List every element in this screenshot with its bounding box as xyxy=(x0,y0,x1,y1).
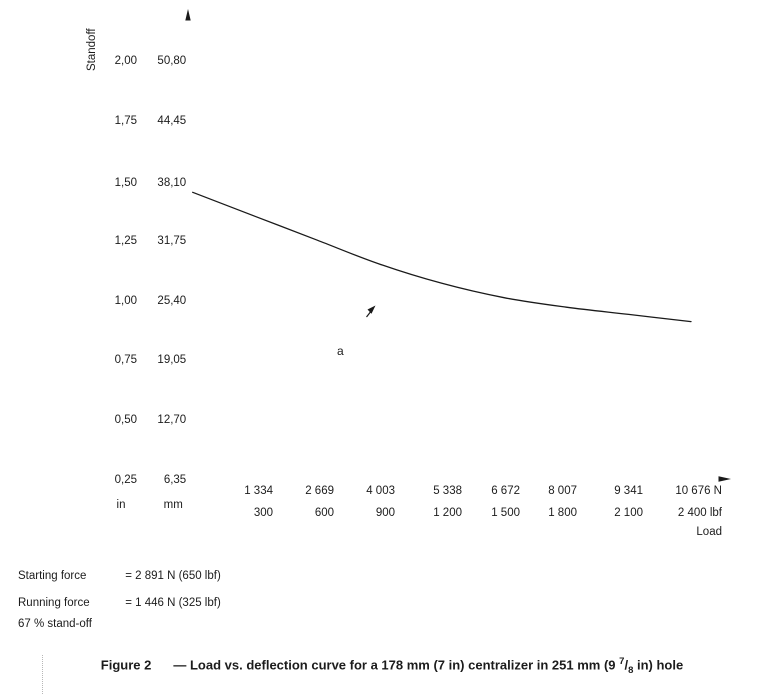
y-tick-in: 0,75 xyxy=(114,354,137,366)
y-tick-in: 1,25 xyxy=(114,235,137,247)
y-tick-mm: 12,70 xyxy=(157,414,187,426)
y-tick-row: 1,50 38,10 xyxy=(85,177,187,189)
y-tick-row: 2,00 50,80 xyxy=(85,55,187,67)
y-tick-row: 0,75 19,05 xyxy=(85,354,187,366)
x-tick-pounds: 600 xyxy=(314,507,334,519)
x-tick-pounds: 300 xyxy=(253,507,273,519)
x-tick: 6 672 1 500 xyxy=(440,480,520,524)
x-tick-newtons: 9 341 xyxy=(614,485,643,497)
y-tick-in: 1,00 xyxy=(114,295,137,307)
x-tick: 8 007 1 800 xyxy=(497,480,577,524)
y-axis-arrowhead-icon xyxy=(185,9,191,21)
y-tick-mm: 50,80 xyxy=(157,55,187,67)
page-margin-dotted-line xyxy=(42,655,43,694)
x-tick-newtons: 5 338 xyxy=(433,485,462,497)
y-tick-row: 1,75 44,45 xyxy=(85,115,187,127)
y-tick-in: 2,00 xyxy=(114,55,137,67)
note-running-force: Running force = 1 446 N (325 lbf) xyxy=(18,597,221,609)
x-tick-newtons: 6 672 xyxy=(491,485,520,497)
y-tick-mm: 44,45 xyxy=(157,115,187,127)
x-axis-title: Load xyxy=(696,526,722,538)
annotation-a-label: a xyxy=(337,344,344,358)
note-standoff-percent: 67 % stand-off xyxy=(18,618,122,630)
note-starting-force: Starting force = 2 891 N (650 lbf) xyxy=(18,570,221,582)
y-tick-mm: 31,75 xyxy=(157,235,187,247)
x-tick: 2 669 600 xyxy=(254,480,334,524)
y-tick-mm: 38,10 xyxy=(157,177,187,189)
y-axis-units: in mm xyxy=(95,499,196,511)
x-tick: 9 341 2 100 xyxy=(563,480,643,524)
figure-caption: Figure 2 — Load vs. deflection curve for … xyxy=(0,656,784,676)
x-tick-newtons: 10 676 N xyxy=(675,485,722,497)
figure-caption-text-end: in) hole xyxy=(633,657,684,673)
x-tick-pounds: 900 xyxy=(375,507,395,519)
caption-fraction-denominator: 8 xyxy=(628,664,634,676)
note-value: = 2 891 N (650 lbf) xyxy=(125,570,221,582)
y-unit-mm: mm xyxy=(163,499,183,511)
x-tick: 1 334 300 xyxy=(193,480,273,524)
note-label: Starting force xyxy=(18,570,87,582)
figure-caption-number: Figure 2 xyxy=(100,657,152,673)
figure-caption-text: — Load vs. deflection curve for a 178 mm… xyxy=(173,657,620,673)
caption-fraction-numerator: 7 xyxy=(619,656,625,667)
y-tick-mm: 6,35 xyxy=(163,474,187,486)
note-label: 67 % stand-off xyxy=(18,618,92,630)
x-tick: 4 003 900 xyxy=(315,480,395,524)
y-tick-in: 0,25 xyxy=(114,474,137,486)
x-tick-pounds: 1 500 xyxy=(491,507,520,519)
x-tick: 10 676 N 2 400 lbf xyxy=(642,480,722,524)
y-unit-in: in xyxy=(116,499,126,511)
y-tick-in: 1,50 xyxy=(114,177,137,189)
deflection-curve-path xyxy=(192,191,692,323)
x-tick-newtons: 1 334 xyxy=(244,485,273,497)
annotation-a-arrow-icon xyxy=(366,305,376,318)
caption-fraction-slash: / xyxy=(624,657,629,673)
x-tick: 5 338 1 200 xyxy=(382,480,462,524)
x-tick-newtons: 2 669 xyxy=(305,485,334,497)
y-tick-in: 0,50 xyxy=(114,414,137,426)
y-tick-in: 1,75 xyxy=(114,115,137,127)
x-tick-newtons: 8 007 xyxy=(548,485,577,497)
y-tick-mm: 25,40 xyxy=(157,295,187,307)
y-tick-row: 0,50 12,70 xyxy=(85,414,187,426)
note-value: = 1 446 N (325 lbf) xyxy=(125,597,221,609)
y-tick-mm: 19,05 xyxy=(157,354,187,366)
note-label: Running force xyxy=(18,597,90,609)
x-tick-pounds: 1 800 xyxy=(548,507,577,519)
x-tick-pounds: 2 400 lbf xyxy=(677,507,722,519)
y-tick-row: 1,25 31,75 xyxy=(85,235,187,247)
x-tick-newtons: 4 003 xyxy=(366,485,395,497)
x-tick-pounds: 2 100 xyxy=(614,507,643,519)
y-tick-row: 0,25 6,35 xyxy=(85,474,187,486)
y-tick-row: 1,00 25,40 xyxy=(85,295,187,307)
x-tick-pounds: 1 200 xyxy=(433,507,462,519)
